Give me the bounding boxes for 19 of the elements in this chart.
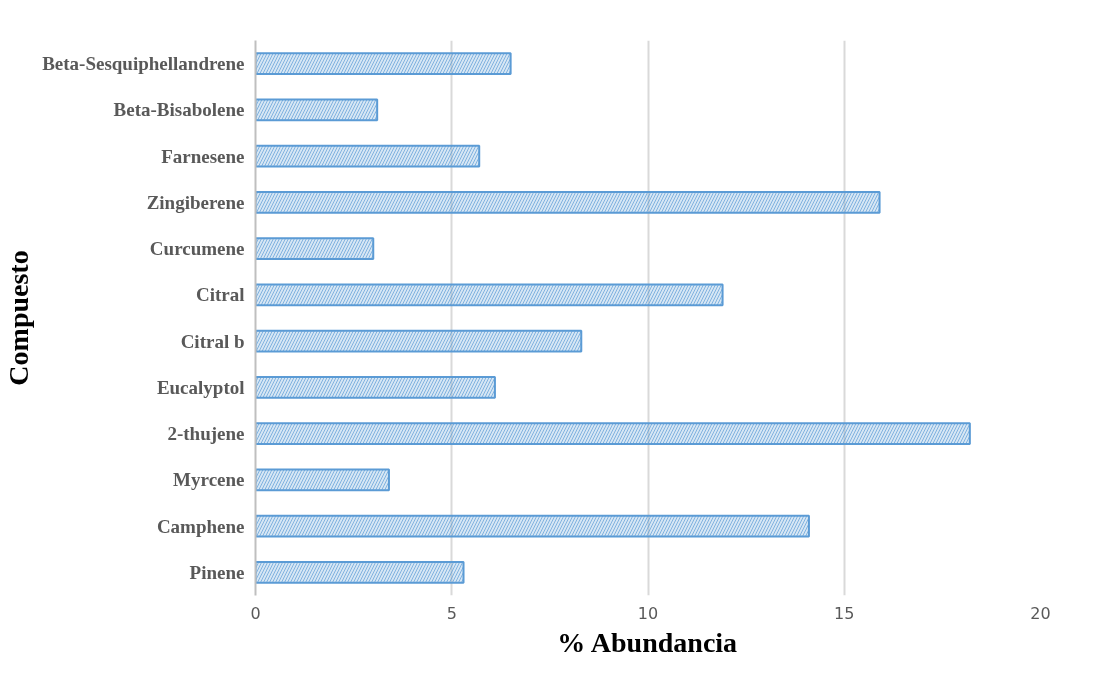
y-tick-label: Camphene <box>156 515 245 537</box>
x-tick-label: 5 <box>446 603 457 623</box>
y-tick-label: Curcumene <box>149 238 245 260</box>
x-tick-label: 20 <box>1030 603 1051 623</box>
x-tick-label: 0 <box>250 603 261 623</box>
y-tick-label: Zingiberene <box>146 191 245 213</box>
x-tick-label: 15 <box>834 603 855 623</box>
y-tick-label: Eucalyptol <box>156 376 245 398</box>
y-tick-label: Citral <box>195 284 245 306</box>
y-tick-label: Citral b <box>180 330 245 352</box>
x-tick-label: 10 <box>637 603 659 623</box>
y-tick-label: Beta-Sesquiphellandrene <box>42 53 245 75</box>
y-tick-label: 2-thujene <box>167 423 245 445</box>
y-tick-label: Farnesene <box>161 145 245 167</box>
y-axis-title: Compuesto <box>3 250 35 386</box>
x-axis-title: % Abundancia <box>557 626 738 658</box>
y-tick-label: Beta-Bisabolene <box>113 99 245 121</box>
y-tick-label: Myrcene <box>173 469 245 491</box>
y-tick-label: Pinene <box>189 561 245 583</box>
